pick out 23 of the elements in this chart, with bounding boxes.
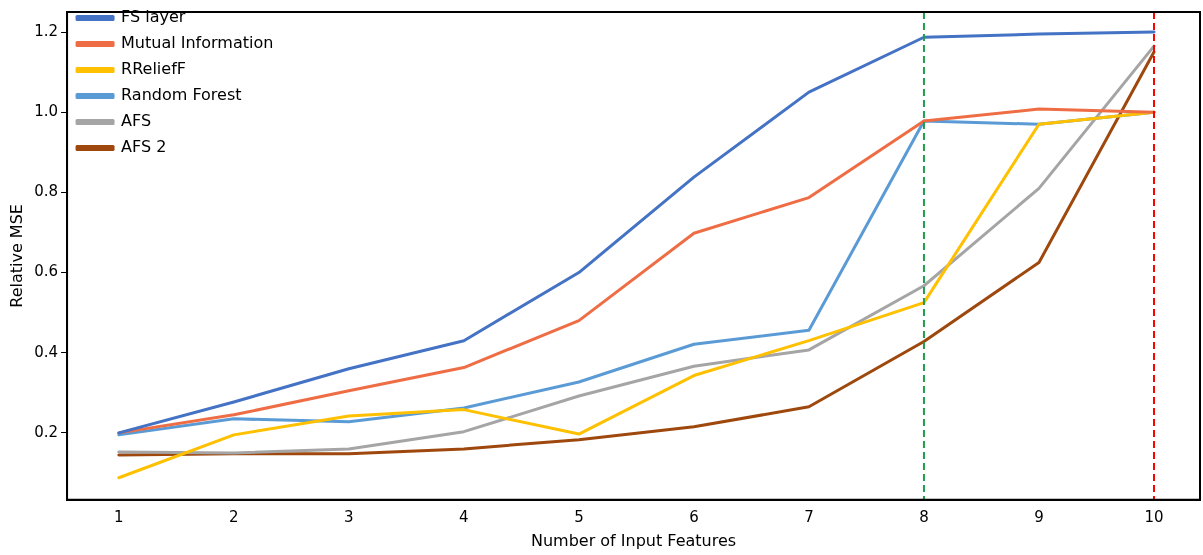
legend-label: Mutual Information <box>121 33 274 53</box>
y-tick-label: 1.0 <box>34 102 59 121</box>
legend-label: Random Forest <box>121 85 242 105</box>
x-tick-label: 4 <box>459 507 469 526</box>
x-tick-label: 2 <box>229 507 239 526</box>
y-tick-label: 1.2 <box>34 21 59 40</box>
y-tick-label: 0.8 <box>34 182 59 201</box>
x-tick-label: 9 <box>1034 507 1044 526</box>
x-tick-label: 3 <box>344 507 354 526</box>
y-tick-label: 0.6 <box>34 262 59 281</box>
x-tick-label: 10 <box>1144 507 1164 526</box>
legend-label: AFS 2 <box>121 137 167 157</box>
legend-label: RReliefF <box>121 59 186 79</box>
x-axis-title: Number of Input Features <box>530 530 737 550</box>
x-tick-label: 1 <box>114 507 124 526</box>
x-tick-label: 5 <box>574 507 584 526</box>
y-tick-label: 0.2 <box>34 422 59 441</box>
x-tick-label: 7 <box>804 507 814 526</box>
legend-label: AFS <box>121 111 152 131</box>
x-tick-label: 6 <box>689 507 699 526</box>
y-axis-title: Relative MSE <box>6 204 26 308</box>
x-tick-label: 8 <box>919 507 929 526</box>
y-tick-label: 0.4 <box>34 342 59 361</box>
